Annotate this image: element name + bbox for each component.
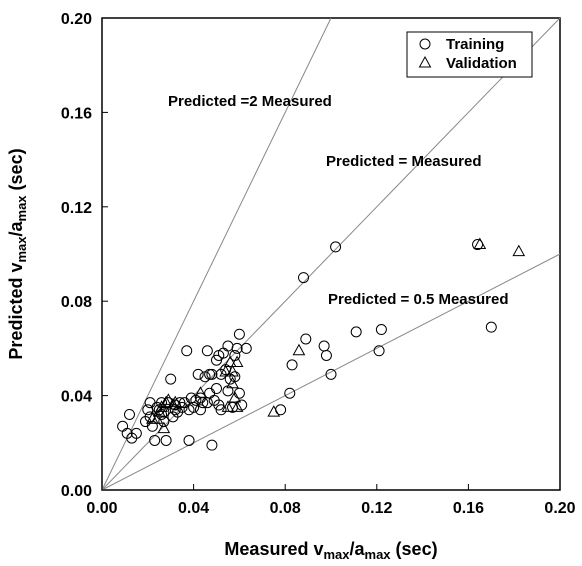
training-point [233, 328, 245, 340]
training-point [206, 368, 218, 380]
y-axis-title-sub2: max [14, 195, 29, 222]
validation-point [292, 343, 306, 356]
annotation-2x: Predicted =2 Measured [168, 93, 332, 110]
validation-point [230, 355, 244, 368]
validation-point [473, 237, 487, 250]
training-point [375, 324, 387, 336]
training-point [231, 342, 243, 354]
x-tick-label: 0.12 [361, 500, 392, 517]
x-axis-title-sub2: max [365, 547, 392, 562]
training-point [165, 373, 177, 385]
training-point [373, 345, 385, 357]
training-point [160, 434, 172, 446]
training-point [240, 342, 252, 354]
training-point [215, 404, 227, 416]
legend-marker-validation [418, 55, 432, 68]
x-tick-label: 0.00 [86, 500, 117, 517]
training-point [472, 239, 484, 251]
y-tick-label: 0.04 [61, 389, 92, 406]
training-point [298, 272, 310, 284]
training-point [211, 383, 222, 395]
legend-label-validation: Validation [446, 55, 517, 72]
y-tick-label: 0.16 [61, 105, 92, 122]
y-axis-ticks: 0.00 0.04 0.08 0.12 0.16 0.20 [61, 11, 108, 500]
x-axis-title: Measured vmax/amax (sec) [224, 539, 437, 562]
y-axis-title-mid: /a [6, 220, 26, 236]
validation-point [226, 376, 239, 389]
training-point [485, 321, 497, 333]
legend-box [406, 31, 533, 78]
training-point [192, 368, 204, 380]
training-point [350, 326, 362, 338]
x-tick-label: 0.08 [270, 500, 301, 517]
series-training [117, 239, 497, 451]
validation-point [512, 244, 526, 257]
training-point [206, 439, 218, 451]
validation-point [226, 364, 239, 377]
y-tick-label: 0.12 [61, 200, 92, 217]
training-point [181, 345, 193, 357]
validation-point [230, 400, 244, 412]
y-tick-label: 0.00 [61, 483, 92, 500]
y-axis-title-sub1: max [14, 236, 29, 263]
validation-point [228, 390, 242, 403]
x-tick-label: 0.16 [453, 500, 484, 517]
validation-point [194, 386, 207, 398]
y-tick-label: 0.20 [61, 11, 92, 28]
validation-point [221, 400, 235, 412]
y-axis-title-main: Predicted v [6, 263, 26, 360]
x-tick-label: 0.20 [544, 500, 575, 517]
training-point [188, 401, 200, 413]
legend-label-training: Training [446, 36, 504, 53]
y-tick-label: 0.08 [61, 294, 92, 311]
training-point [123, 408, 135, 420]
x-axis-title-mid: /a [350, 539, 366, 559]
annotation-1x: Predicted = Measured [326, 153, 481, 170]
x-axis-title-unit: (sec) [391, 539, 438, 559]
validation-point [162, 393, 175, 405]
training-point [201, 345, 213, 357]
y-axis-title-unit: (sec) [6, 148, 26, 195]
training-point [325, 368, 337, 380]
validation-point [267, 405, 281, 417]
validation-point [219, 364, 233, 377]
reference-line-0.5x [101, 253, 561, 491]
x-tick-label: 0.04 [178, 500, 209, 517]
validation-point [223, 355, 237, 368]
validation-point [168, 395, 182, 408]
training-point [300, 333, 312, 345]
y-axis-title: Predicted vmax/amax (sec) [6, 148, 29, 359]
training-point [284, 387, 296, 399]
validation-point [157, 421, 171, 434]
training-point [183, 434, 195, 446]
training-point [194, 404, 206, 416]
x-axis-title-sub1: max [323, 547, 350, 562]
training-point [330, 241, 342, 253]
series-validation [146, 237, 526, 434]
reference-line-2x [101, 17, 332, 491]
legend: Training Validation [406, 31, 533, 78]
training-point [130, 427, 142, 439]
training-point [320, 349, 332, 361]
annotation-0.5x: Predicted = 0.5 Measured [328, 291, 509, 308]
training-point [286, 359, 298, 371]
legend-marker-training [419, 38, 431, 50]
training-point [149, 434, 161, 446]
x-axis-ticks: 0.00 0.04 0.08 0.12 0.16 0.20 [86, 484, 576, 517]
validation-point [166, 398, 180, 410]
validation-point [150, 412, 164, 424]
x-axis-title-main: Measured v [224, 539, 323, 559]
validation-point [159, 395, 173, 408]
